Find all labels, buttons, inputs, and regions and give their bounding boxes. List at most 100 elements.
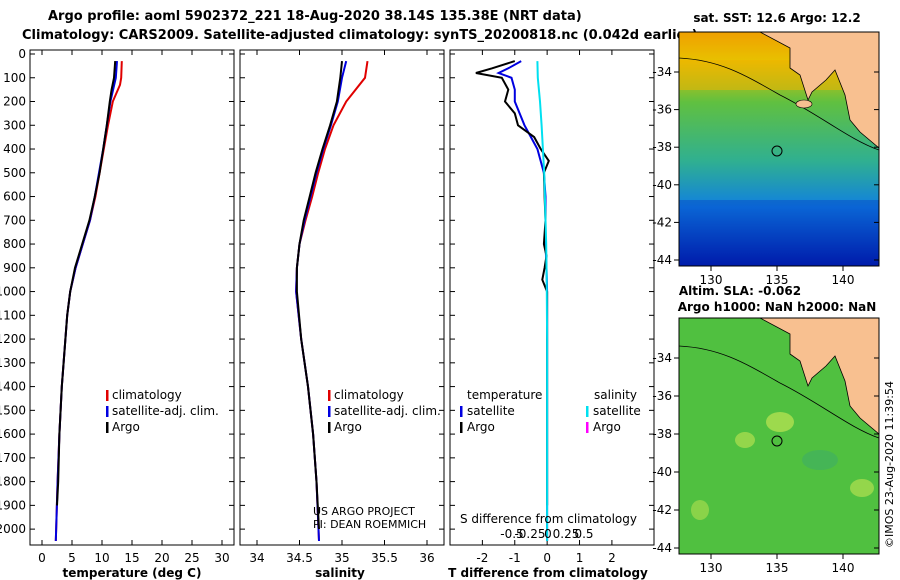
legend-title-salinity: salinity xyxy=(594,388,637,402)
depth-tick-label: 1700 xyxy=(0,451,26,465)
depth-tick-label: 500 xyxy=(3,166,26,180)
sla-contour xyxy=(679,345,879,439)
legend-label-argo: Argo xyxy=(334,420,362,434)
lon-tick-label: 140 xyxy=(832,273,855,287)
salinity-legend: climatology satellite-adj. clim. Argo US… xyxy=(313,388,441,531)
x-tick-label: 34.5 xyxy=(286,551,313,565)
depth-tick-label: 1100 xyxy=(0,308,26,322)
title-line-2: Climatology: CARS2009. Satellite-adjuste… xyxy=(22,28,698,43)
legend-swatch-s-argo xyxy=(586,422,589,433)
legend-swatch-argo xyxy=(328,422,331,433)
series-line-climatology xyxy=(54,61,123,542)
sla-blob xyxy=(735,432,755,448)
temperature-xlabel: temperature (deg C) xyxy=(63,566,202,580)
series-line-t-argo xyxy=(475,60,550,506)
x-tick-label: 2 xyxy=(608,551,616,565)
sla-blob xyxy=(766,412,794,432)
x-tick-label: 30 xyxy=(214,551,229,565)
x-tick-label: 5 xyxy=(68,551,76,565)
s-diff-tick-label: 0.5 xyxy=(574,527,593,541)
x-tick-label: 34 xyxy=(249,551,264,565)
depth-tick-label: 800 xyxy=(3,237,26,251)
series-line-s-satellite xyxy=(536,61,549,541)
sla-blob xyxy=(850,479,874,497)
depth-tick-label: 1500 xyxy=(0,403,26,417)
legend-label-climatology: climatology xyxy=(334,388,404,402)
x-tick-label: 1 xyxy=(576,551,584,565)
depth-tick-label: 100 xyxy=(3,71,26,85)
lat-tick-label: -38 xyxy=(652,427,672,441)
lat-tick-label: -40 xyxy=(652,178,672,192)
s-diff-tick-label: -0.25 xyxy=(514,527,545,541)
series-line-satellite-adj-clim- xyxy=(295,60,348,542)
depth-tick-label: 1200 xyxy=(0,332,26,346)
legend-swatch-t-argo xyxy=(460,422,463,433)
sla-argo-position xyxy=(771,435,783,447)
lat-tick-label: -40 xyxy=(652,465,672,479)
depth-tick-label: 600 xyxy=(3,190,26,204)
credit-pi: PI: DEAN ROEMMICH xyxy=(313,518,426,531)
sst-island xyxy=(795,99,813,109)
depth-tick-label: 1600 xyxy=(0,427,26,441)
series-line-t-satellite xyxy=(496,60,549,541)
s-difference-axis-label: S difference from climatology xyxy=(460,512,637,526)
series-line-satellite-adj-clim- xyxy=(54,61,118,542)
temperature-panel-frame xyxy=(29,49,235,546)
x-tick-label: 20 xyxy=(154,551,169,565)
lon-tick-label: 140 xyxy=(832,561,855,575)
difference-panel-frame xyxy=(449,49,655,546)
lat-tick-label: -44 xyxy=(652,541,672,555)
salinity-xlabel: salinity xyxy=(315,566,365,580)
lat-tick-label: -36 xyxy=(652,103,672,117)
depth-tick-label: 900 xyxy=(3,261,26,275)
x-tick-label: 0 xyxy=(38,551,46,565)
sst-map-frame xyxy=(678,31,880,267)
lat-tick-label: -36 xyxy=(652,389,672,403)
sst-map xyxy=(679,32,879,266)
temperature-legend: climatology satellite-adj. clim. Argo xyxy=(106,388,219,434)
sst-argo-position xyxy=(771,145,783,157)
x-tick-label: 0 xyxy=(543,551,551,565)
legend-swatch-satellite xyxy=(328,406,331,417)
x-tick-label: 15 xyxy=(124,551,139,565)
salinity-panel-frame xyxy=(239,49,445,546)
lat-tick-label: -42 xyxy=(652,215,672,229)
lon-tick-label: 130 xyxy=(700,273,723,287)
legend-label-argo: Argo xyxy=(112,420,140,434)
depth-tick-label: 1000 xyxy=(0,285,26,299)
legend-label-t-argo: Argo xyxy=(467,420,495,434)
temperature-plot: 0 5 10 15 20 25 30 xyxy=(30,50,234,565)
depth-tick-label: 200 xyxy=(3,95,26,109)
lon-tick-label: 135 xyxy=(766,273,789,287)
x-tick-label: 25 xyxy=(184,551,199,565)
watermark: ©IMOS 23-Aug-2020 11:39:54 xyxy=(883,381,896,548)
legend-label-s-satellite: satellite xyxy=(593,404,641,418)
sla-map-title-2: Argo h1000: NaN h2000: NaN xyxy=(678,300,877,314)
legend-swatch-argo xyxy=(106,422,109,433)
x-tick-label: -2 xyxy=(476,551,488,565)
legend-swatch-satellite xyxy=(106,406,109,417)
depth-tick-label: 0 xyxy=(18,47,26,61)
x-tick-label: 35.5 xyxy=(371,551,398,565)
depth-tick-label: 400 xyxy=(3,142,26,156)
sla-map xyxy=(679,318,879,554)
salinity-plot: 34 34.5 35 35.5 36 xyxy=(240,50,444,565)
legend-label-satellite: satellite-adj. clim. xyxy=(112,404,219,418)
x-tick-label: 10 xyxy=(94,551,109,565)
sst-contour xyxy=(679,57,879,151)
depth-tick-label: 1800 xyxy=(0,475,26,489)
depth-tick-label: 1400 xyxy=(0,380,26,394)
legend-label-s-argo: Argo xyxy=(593,420,621,434)
legend-swatch-t-satellite xyxy=(460,406,463,417)
sst-map-axes: -34 -36 -38 -40 -42 -44 130 135 140 xyxy=(652,65,879,287)
s-diff-tick-label: 0.25 xyxy=(553,527,580,541)
depth-tick-label: 1900 xyxy=(0,498,26,512)
lat-tick-label: -34 xyxy=(652,65,672,79)
lat-tick-label: -34 xyxy=(652,351,672,365)
depth-tick-label: 300 xyxy=(3,118,26,132)
lat-tick-label: -44 xyxy=(652,253,672,267)
depth-tick-label: 2000 xyxy=(0,522,26,536)
series-line-climatology xyxy=(295,60,369,542)
legend-label-climatology: climatology xyxy=(112,388,182,402)
